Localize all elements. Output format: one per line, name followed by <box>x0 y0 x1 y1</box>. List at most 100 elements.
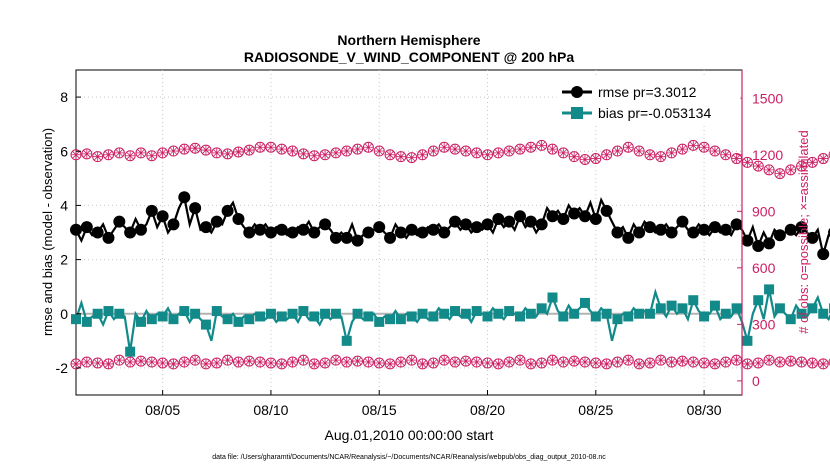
assimilated-cross <box>244 356 255 367</box>
possible-cross <box>493 147 504 158</box>
assimilated-cross <box>623 355 634 366</box>
rmse-point <box>91 226 104 239</box>
bias-point <box>634 308 645 319</box>
assimilated-cross <box>222 355 233 366</box>
rmse-point <box>102 231 115 244</box>
x-tick-label: 08/15 <box>362 402 397 418</box>
possible-cross <box>179 144 190 155</box>
bias-point <box>276 311 287 322</box>
bias-point <box>536 303 547 314</box>
rmse-point <box>535 218 548 231</box>
legend: rmse pr=3.3012 bias pr=-0.053134 <box>556 75 741 126</box>
possible-cross <box>114 147 125 158</box>
bias-point <box>569 308 580 319</box>
bias-point <box>699 311 710 322</box>
bias-point <box>298 306 309 317</box>
rmse-point <box>557 212 570 225</box>
assimilated-cross <box>255 357 266 368</box>
rmse-point <box>481 218 494 231</box>
possible-cross <box>655 151 666 162</box>
rmse-point <box>459 218 472 231</box>
possible-cross <box>92 151 103 162</box>
bias-point <box>655 303 666 314</box>
x-tick-label: 08/25 <box>578 402 613 418</box>
bias-point <box>644 308 655 319</box>
possible-cross <box>688 140 699 151</box>
y-axis-right: 0 300 600 900 1200 1500 <box>737 70 783 395</box>
assimilated-cross <box>569 356 580 367</box>
assimilated-cross <box>363 357 374 368</box>
bias-point <box>200 319 211 330</box>
possible-cross <box>644 149 655 160</box>
assimilated-cross <box>157 357 168 368</box>
rmse-point <box>676 215 689 228</box>
rmse-point <box>763 237 776 250</box>
y-axis-left-label: rmse and bias (model - observation) <box>40 128 55 336</box>
x-tick-label: 08/05 <box>145 402 180 418</box>
legend-rmse-label: rmse pr=3.3012 <box>598 84 697 100</box>
rmse-point <box>297 223 310 236</box>
legend-rmse-marker <box>571 86 583 98</box>
assimilated-cross <box>81 357 92 368</box>
bias-point <box>168 314 179 325</box>
assimilated-cross <box>125 357 136 368</box>
x-axis-label: Aug.01,2010 00:00:00 start <box>325 427 494 443</box>
bias-point <box>460 308 471 319</box>
rmse-point <box>199 221 212 234</box>
assimilated-cross <box>200 358 211 369</box>
possible-cross <box>601 149 612 160</box>
bias-point <box>125 346 136 357</box>
assimilated-cross <box>785 356 796 367</box>
assimilated-cross <box>590 357 601 368</box>
possible-cross <box>460 146 471 157</box>
rmse-point <box>492 212 505 225</box>
rmse-point <box>449 215 462 228</box>
y-tick-label: 6 <box>60 143 68 159</box>
rmse-point <box>611 226 624 239</box>
assimilated-cross <box>688 357 699 368</box>
possible-cross <box>558 147 569 158</box>
assimilated-cross <box>699 357 710 368</box>
assimilated-cross <box>233 357 244 368</box>
assimilated-cross <box>190 355 201 366</box>
rmse-point <box>275 223 288 236</box>
assimilated-cross <box>211 357 222 368</box>
bias-point <box>352 308 363 319</box>
rmse-point <box>665 226 678 239</box>
possible-cross <box>720 149 731 160</box>
rmse-point <box>698 223 711 236</box>
y-axis-left: -2 0 2 4 6 8 <box>56 89 81 376</box>
possible-cross <box>417 149 428 160</box>
assimilated-cross <box>298 355 309 366</box>
series-assimilated <box>70 354 830 370</box>
possible-cross <box>482 149 493 160</box>
rmse-point <box>633 226 646 239</box>
rmse-point <box>741 234 754 247</box>
assimilated-cross <box>720 357 731 368</box>
possible-cross <box>634 146 645 157</box>
possible-cross <box>352 144 363 155</box>
bias-point <box>677 303 688 314</box>
assimilated-cross <box>558 357 569 368</box>
rmse-point <box>795 221 808 234</box>
bias-point <box>612 314 623 325</box>
possible-cross <box>764 164 775 175</box>
rmse-point <box>221 204 234 217</box>
rmse-point <box>470 221 483 234</box>
assimilated-cross <box>677 356 688 367</box>
bias-point <box>774 303 785 314</box>
bias-point <box>309 311 320 322</box>
assimilated-cross <box>504 357 515 368</box>
assimilated-cross <box>450 357 461 368</box>
rmse-point <box>134 223 147 236</box>
rmse-point <box>319 218 332 231</box>
bias-point <box>515 311 525 322</box>
assimilated-cross <box>341 357 352 368</box>
possible-cross <box>406 152 417 163</box>
possible-cross <box>623 142 634 153</box>
assimilated-cross <box>482 357 493 368</box>
possible-cross <box>81 148 92 159</box>
assimilated-cross <box>515 355 525 366</box>
rmse-point <box>286 226 299 239</box>
bias-point <box>785 314 796 325</box>
